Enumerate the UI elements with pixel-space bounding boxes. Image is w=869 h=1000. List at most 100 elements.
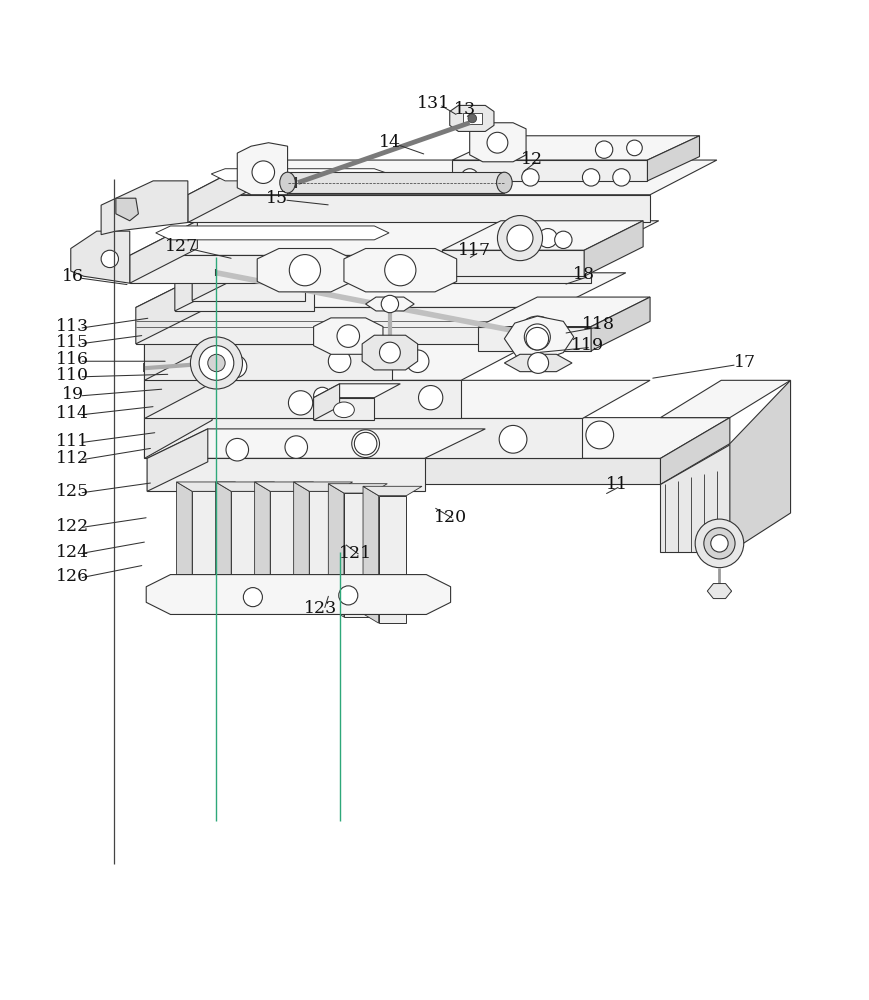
Text: 113: 113 [56,318,89,335]
Polygon shape [362,486,421,496]
Polygon shape [257,249,352,292]
Text: 116: 116 [56,351,89,368]
Polygon shape [231,491,259,604]
Text: 117: 117 [457,242,490,259]
Polygon shape [144,307,214,380]
Circle shape [487,132,507,153]
Polygon shape [144,344,530,380]
Circle shape [554,231,571,249]
Text: 115: 115 [56,334,89,351]
Polygon shape [313,384,339,420]
Polygon shape [176,482,192,604]
Text: 114: 114 [56,405,89,422]
Circle shape [338,586,357,605]
Text: 119: 119 [570,337,603,354]
Polygon shape [343,249,456,292]
Polygon shape [504,354,571,372]
Polygon shape [192,491,220,604]
Circle shape [328,350,350,373]
Polygon shape [452,136,699,160]
Polygon shape [144,344,214,418]
Polygon shape [70,231,129,283]
Circle shape [243,588,262,607]
Circle shape [289,255,320,286]
Circle shape [524,324,550,350]
Polygon shape [462,113,481,124]
Circle shape [336,325,359,347]
Polygon shape [129,221,197,283]
Polygon shape [590,297,649,351]
Polygon shape [288,172,504,193]
Circle shape [516,316,558,358]
Polygon shape [216,482,275,491]
Polygon shape [313,384,400,398]
Polygon shape [478,297,649,327]
Polygon shape [343,493,371,617]
Polygon shape [660,444,729,552]
Circle shape [381,295,398,313]
Polygon shape [147,429,208,491]
Polygon shape [706,584,731,599]
Polygon shape [156,226,388,240]
Circle shape [199,346,234,380]
Polygon shape [328,484,387,493]
Circle shape [384,255,415,286]
Circle shape [585,421,613,449]
Polygon shape [378,496,406,623]
Circle shape [694,519,743,568]
Polygon shape [313,318,382,354]
Polygon shape [192,255,227,301]
Text: 124: 124 [56,544,89,561]
Polygon shape [255,482,270,608]
Polygon shape [146,575,450,614]
Circle shape [538,229,557,248]
Text: 122: 122 [56,518,89,535]
Circle shape [461,169,478,186]
Polygon shape [101,181,188,235]
Circle shape [581,169,599,186]
Circle shape [503,229,522,248]
Circle shape [379,342,400,363]
Polygon shape [660,418,729,484]
Circle shape [190,337,242,389]
Polygon shape [216,482,231,604]
Polygon shape [188,160,255,222]
Polygon shape [255,482,313,491]
Text: 18: 18 [573,266,594,283]
Circle shape [418,386,442,410]
Polygon shape [188,160,716,195]
Polygon shape [504,316,573,361]
Text: 112: 112 [56,450,89,467]
Polygon shape [175,264,209,311]
Text: 127: 127 [165,238,198,255]
Polygon shape [129,255,590,283]
Ellipse shape [280,172,295,193]
Circle shape [224,355,247,378]
Polygon shape [237,143,288,195]
Circle shape [594,141,612,158]
Circle shape [703,528,734,559]
Text: 12: 12 [521,151,542,168]
Polygon shape [116,198,138,221]
Circle shape [208,354,225,372]
Polygon shape [270,491,298,608]
Text: 118: 118 [580,316,614,333]
Circle shape [526,327,548,350]
Polygon shape [144,344,391,380]
Polygon shape [647,136,699,181]
Polygon shape [469,123,526,162]
Circle shape [226,438,249,461]
Polygon shape [144,307,461,344]
Text: 111: 111 [56,433,89,450]
Polygon shape [147,429,485,458]
Circle shape [710,535,727,552]
Text: 110: 110 [56,367,89,384]
Polygon shape [192,273,304,301]
Polygon shape [308,491,336,613]
Polygon shape [478,327,590,351]
Polygon shape [452,160,647,181]
Circle shape [252,161,275,183]
Polygon shape [660,380,790,418]
Circle shape [527,353,548,373]
Text: 14: 14 [379,134,401,151]
